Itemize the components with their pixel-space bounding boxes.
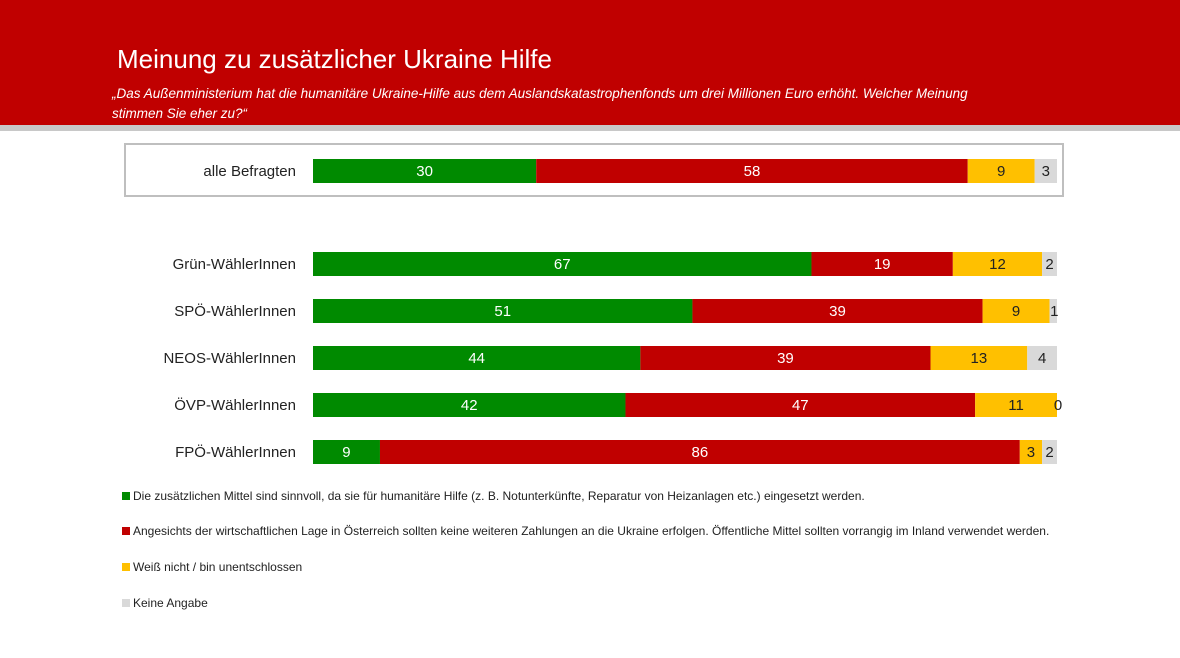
data-label: 30	[416, 163, 433, 180]
header-stripe	[0, 125, 1180, 131]
data-label: 3	[1042, 163, 1050, 180]
bar-segment	[313, 299, 693, 323]
legend-item: Die zusätzlichen Mittel sind sinnvoll, d…	[122, 488, 1072, 505]
legend-label: Die zusätzlichen Mittel sind sinnvoll, d…	[133, 489, 865, 503]
data-label: 47	[792, 397, 809, 414]
data-label: 19	[874, 256, 891, 273]
bar-segment	[1042, 252, 1057, 276]
bar-segment	[1034, 159, 1057, 183]
legend-swatch	[122, 527, 130, 535]
bar-segment	[1027, 346, 1057, 370]
category-label: NEOS-WählerInnen	[163, 350, 296, 367]
page-title: Meinung zu zusätzlicher Ukraine Hilfe	[117, 44, 552, 74]
legend-item: Weiß nicht / bin unentschlossen	[122, 559, 1072, 576]
data-label: 2	[1045, 256, 1053, 273]
bar-segment	[811, 252, 953, 276]
bar-segment	[625, 393, 976, 417]
legend-item: Angesichts der wirtschaftlichen Lage in …	[122, 523, 1072, 540]
bar-segment	[313, 346, 641, 370]
bar-segment	[640, 346, 931, 370]
data-label: 51	[494, 303, 511, 320]
legend-label: Weiß nicht / bin unentschlossen	[133, 560, 303, 574]
legend-swatch	[122, 563, 130, 571]
data-label: 13	[971, 350, 988, 367]
category-label: ÖVP-WählerInnen	[174, 396, 296, 414]
header-band	[0, 0, 1180, 125]
data-label: 2	[1045, 444, 1053, 461]
data-label: 58	[744, 163, 761, 180]
data-label: 42	[461, 397, 478, 414]
bar-segment	[692, 299, 983, 323]
data-label: 4	[1038, 350, 1046, 367]
category-label: FPÖ-WählerInnen	[175, 443, 296, 461]
data-label: 44	[468, 350, 485, 367]
bar-segment	[982, 299, 1050, 323]
bar-segment	[313, 440, 380, 464]
total-row-frame	[124, 143, 1064, 197]
data-label: 1	[1050, 303, 1058, 320]
bar-segment	[313, 252, 812, 276]
legend-label: Keine Angabe	[133, 596, 208, 610]
category-label: SPÖ-WählerInnen	[174, 302, 296, 320]
bar-segment	[930, 346, 1028, 370]
data-label: 9	[1012, 303, 1020, 320]
bar-segment	[313, 393, 626, 417]
data-label: 9	[342, 444, 350, 461]
data-label: 9	[997, 163, 1005, 180]
bar-segment	[952, 252, 1043, 276]
category-label: alle Befragten	[203, 163, 296, 180]
data-label: 3	[1027, 444, 1035, 461]
data-label: 39	[777, 350, 794, 367]
bar-segment	[975, 393, 1057, 417]
bar-segment	[1042, 440, 1057, 464]
bar-segment	[1049, 299, 1057, 323]
category-label: Grün-WählerInnen	[173, 256, 296, 273]
bar-segment	[536, 159, 968, 183]
data-label: 67	[554, 256, 571, 273]
bar-segment	[967, 159, 1035, 183]
legend-swatch	[122, 492, 130, 500]
data-label: 39	[829, 303, 846, 320]
bar-segment	[1019, 440, 1043, 464]
question-text: „Das Außenministerium hat die humanitäre…	[112, 86, 968, 121]
legend-item: Keine Angabe	[122, 595, 1072, 612]
legend-swatch	[122, 599, 130, 607]
data-label: 0	[1054, 397, 1062, 414]
bar-segment	[379, 440, 1020, 464]
data-label: 11	[1008, 397, 1024, 414]
data-label: 12	[989, 256, 1006, 273]
data-label: 86	[692, 444, 709, 461]
legend-label: Angesichts der wirtschaftlichen Lage in …	[133, 524, 1050, 538]
bar-segment	[313, 159, 537, 183]
